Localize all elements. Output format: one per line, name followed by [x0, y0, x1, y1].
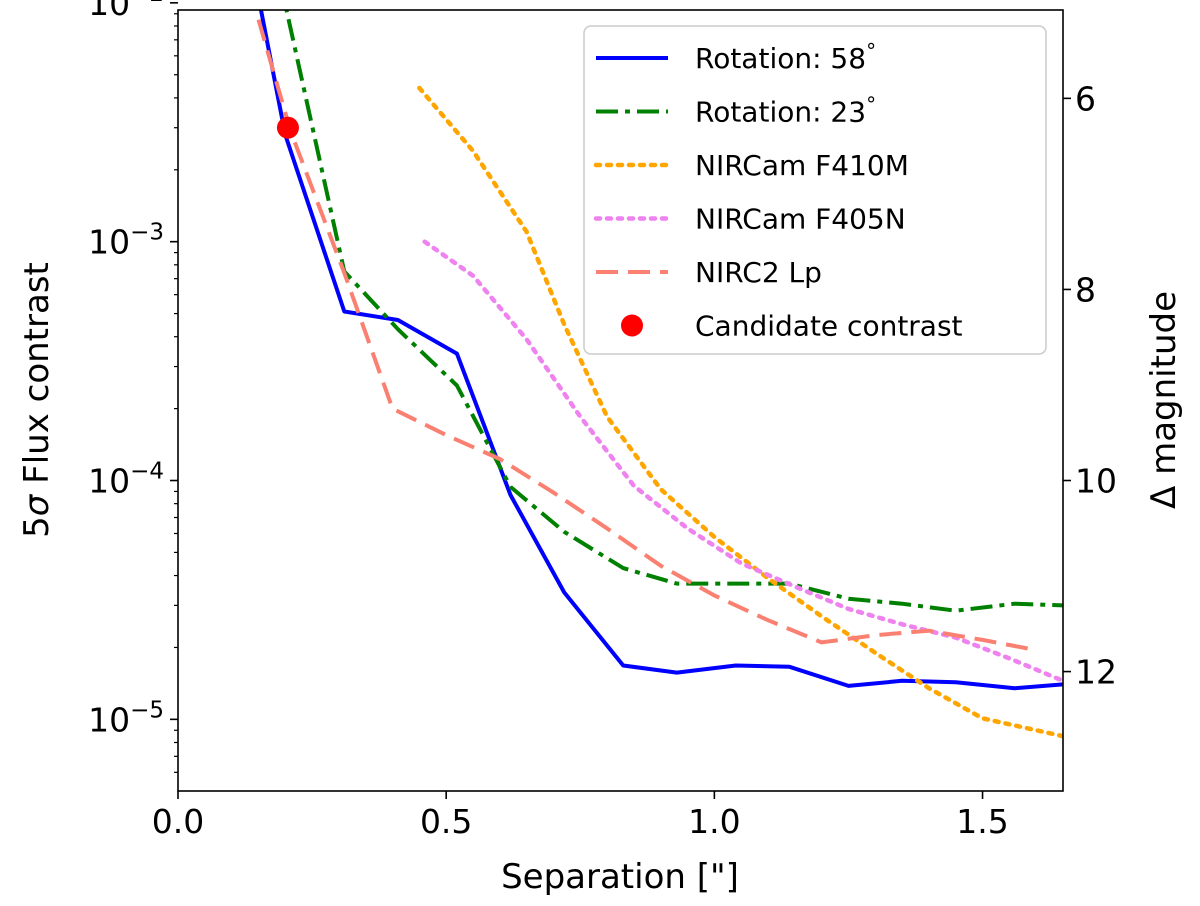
y-tick-label: 10−5 [88, 697, 164, 739]
x-tick-label: 0.0 [152, 802, 204, 841]
legend-label: Rotation: 58° [695, 39, 876, 75]
legend-frame [583, 25, 1047, 355]
x-tick-label: 0.5 [420, 802, 472, 841]
x-tick-label: 1.0 [688, 802, 740, 841]
legend-label: Rotation: 23° [695, 93, 876, 129]
y-tick-label: 10−3 [88, 220, 164, 262]
right-tick-label: 10 [1075, 462, 1117, 501]
plot-area-frame [177, 9, 1064, 792]
right-tick-label: 12 [1075, 653, 1117, 692]
series-line-1 [284, 10, 1063, 613]
y-tick-label: 10−2 [88, 0, 164, 23]
x-tick-label: 1.5 [956, 802, 1008, 841]
legend-label: Candidate contrast [695, 310, 963, 343]
y-axis-title: 5σ Flux contrast [17, 262, 57, 538]
right-tick-label: 6 [1075, 79, 1096, 118]
legend-label: NIRCam F405N [695, 203, 906, 236]
series-line-2 [417, 85, 1063, 739]
legend-swatch [621, 314, 643, 337]
x-axis-title: Separation ["] [501, 857, 739, 897]
legend: Rotation: 58° Rotation: 23° NIRCam F410M NI… [583, 25, 1047, 355]
right-tick-label: 8 [1075, 270, 1096, 309]
candidate-contrast-point [276, 116, 299, 139]
legend-label: NIRC2 Lp [695, 256, 822, 289]
series-line-0 [258, 10, 1063, 691]
series-line-4 [256, 19, 1037, 653]
y-tick-label: 10−4 [88, 459, 164, 501]
series-line-3 [422, 239, 1063, 684]
right-axis-title: Δ magnitude [1144, 291, 1184, 509]
legend-label: NIRCam F410M [695, 149, 909, 182]
